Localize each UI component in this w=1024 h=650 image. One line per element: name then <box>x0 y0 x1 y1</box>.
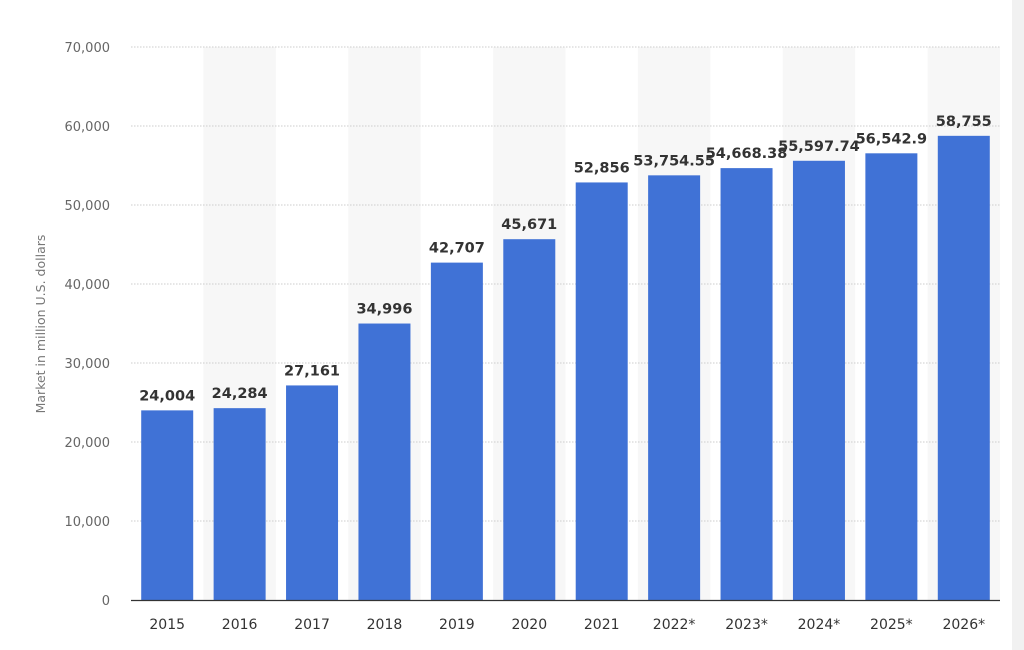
bar-2018 <box>358 323 411 600</box>
data-label: 55,597.74 <box>778 139 860 155</box>
y-tick-label: 60,000 <box>65 120 111 135</box>
y-tick-label: 70,000 <box>65 41 111 56</box>
data-label: 52,856 <box>574 160 630 176</box>
x-tick-label: 2022* <box>653 617 696 633</box>
y-tick-label: 10,000 <box>65 515 111 530</box>
data-label: 58,755 <box>936 114 992 130</box>
scrollbar[interactable] <box>1012 0 1024 650</box>
data-label: 42,707 <box>429 241 485 257</box>
bar-2026* <box>937 135 990 600</box>
y-tick-label: 20,000 <box>65 436 111 451</box>
data-label: 54,668.38 <box>706 146 788 162</box>
x-tick-label: 2026* <box>942 617 985 633</box>
bar-2024* <box>792 160 845 601</box>
bar-2016 <box>213 408 266 600</box>
x-tick-label: 2025* <box>870 617 913 633</box>
data-label: 27,161 <box>284 363 340 379</box>
data-label: 24,284 <box>212 386 268 402</box>
bar-2021 <box>575 182 628 600</box>
y-axis-label: Market in million U.S. dollars <box>33 235 48 414</box>
bar-2015 <box>141 410 194 600</box>
x-tick-label: 2024* <box>798 617 841 633</box>
data-label: 45,671 <box>501 217 557 233</box>
data-label: 34,996 <box>356 302 412 318</box>
y-tick-label: 30,000 <box>65 357 111 372</box>
y-tick-label: 50,000 <box>65 199 111 214</box>
x-tick-label: 2021 <box>584 617 620 633</box>
x-tick-label: 2015 <box>149 617 185 633</box>
bar-2020 <box>503 239 556 600</box>
bar-2017 <box>286 385 339 600</box>
x-tick-label: 2020 <box>511 617 547 633</box>
bar-2022* <box>648 175 701 600</box>
bar-2025* <box>865 153 918 600</box>
bar-2023* <box>720 168 773 600</box>
data-label: 56,542.9 <box>856 131 928 147</box>
y-tick-label: 40,000 <box>65 278 111 293</box>
x-tick-label: 2023* <box>725 617 768 633</box>
data-label: 53,754.55 <box>633 153 715 169</box>
x-tick-label: 2017 <box>294 617 330 633</box>
bar-2019 <box>430 262 483 600</box>
y-tick-label: 0 <box>102 594 110 609</box>
data-label: 24,004 <box>139 388 195 404</box>
x-tick-label: 2016 <box>222 617 258 633</box>
x-tick-label: 2019 <box>439 617 475 633</box>
x-tick-label: 2018 <box>367 617 403 633</box>
